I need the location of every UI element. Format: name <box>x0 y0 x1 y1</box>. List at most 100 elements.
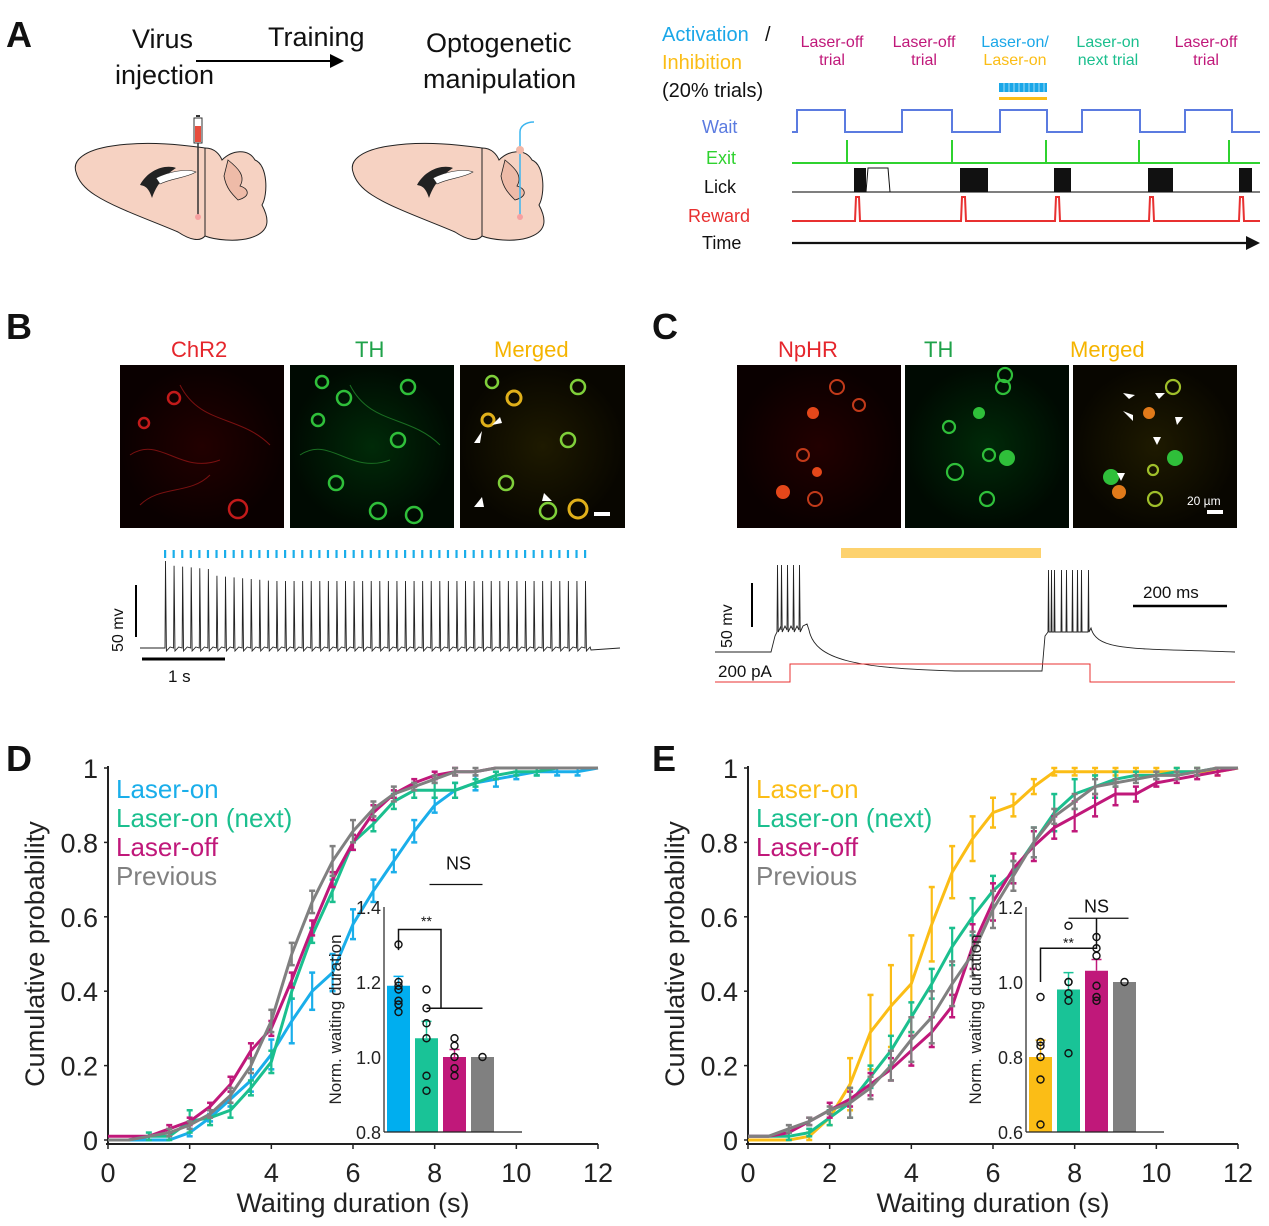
y-tick-label: 0.4 <box>60 977 98 1007</box>
legend-item: Laser-on <box>756 774 859 804</box>
light-pulse <box>404 550 407 558</box>
data-point <box>422 985 431 994</box>
scale-time-b: 1 s <box>168 667 191 686</box>
voltage-trace-b <box>140 560 621 653</box>
inset-bar <box>415 1038 438 1132</box>
error-bar <box>969 815 976 863</box>
data-point <box>478 1052 487 1062</box>
step-virus: Virus <box>132 24 194 54</box>
light-pulse <box>472 550 475 558</box>
image-title-chr2: ChR2 <box>171 337 228 362</box>
data-point <box>394 985 403 994</box>
y-tick-label: 0.2 <box>700 1052 738 1082</box>
scale-bar-c <box>1207 510 1223 514</box>
error-bar <box>908 1015 915 1064</box>
y-tick-label: 0.6 <box>700 903 738 933</box>
error-bar <box>1071 766 1078 777</box>
yellow-light-bar <box>841 548 1041 558</box>
light-pulse <box>386 550 390 558</box>
error-bar <box>806 1127 813 1138</box>
light-pulse <box>575 550 578 558</box>
data-point <box>1092 951 1101 960</box>
light-pulse <box>395 550 398 558</box>
scale-bar-label-c: 20 µm <box>1187 494 1221 508</box>
scale-time-c: 200 ms <box>1143 583 1199 602</box>
inhibition-label: Inhibition <box>662 52 743 74</box>
trial-4-label: Laser-on next trial <box>1076 34 1140 69</box>
y-tick-label: 0 <box>83 1126 98 1156</box>
inset-bar-laser-off <box>1085 932 1108 1132</box>
error-bar <box>928 885 935 963</box>
light-pulse <box>352 550 355 558</box>
image-title-th-c: TH <box>924 337 954 362</box>
significance-bracket <box>1039 918 1098 982</box>
light-pulse <box>489 550 492 558</box>
trial-timeline <box>792 83 1260 250</box>
panel-label-b: B <box>6 306 32 347</box>
micrograph-nphr <box>737 365 901 528</box>
light-pulse <box>266 550 270 558</box>
wait-trace <box>792 109 1260 133</box>
error-bar <box>452 766 459 777</box>
y-axis-label: Cumulative probability <box>660 821 690 1087</box>
trial-percentage-label: (20% trials) <box>662 80 764 102</box>
light-pulse <box>421 550 424 558</box>
significance-marker: ** <box>1063 935 1074 951</box>
error-bar <box>826 1105 833 1116</box>
error-bar <box>1092 777 1099 796</box>
error-bar <box>492 770 499 781</box>
error-bar <box>452 781 459 800</box>
data-point <box>394 981 403 990</box>
error-bar <box>1194 766 1201 777</box>
series-previous <box>108 766 598 1142</box>
micrograph-merged-b <box>460 365 625 528</box>
light-pulse <box>224 550 227 558</box>
inset-y-tick-label: 0.8 <box>998 1048 1023 1068</box>
data-point <box>422 1086 431 1095</box>
trial-3-label: Laser-on/Laser-on <box>981 34 1049 69</box>
inset-y-tick-label: 0.6 <box>998 1123 1023 1143</box>
error-bar <box>350 908 356 941</box>
light-pulse <box>481 550 484 558</box>
x-tick-label: 0 <box>100 1158 115 1188</box>
x-tick-label: 0 <box>740 1158 755 1188</box>
data-point <box>450 1041 459 1050</box>
arrowheads-c <box>1117 393 1183 481</box>
error-bar <box>969 930 976 978</box>
light-pulse <box>378 550 381 558</box>
error-bar <box>390 848 397 874</box>
data-point <box>394 1007 403 1017</box>
error-bar <box>928 989 935 1045</box>
chr2-electrophysiology <box>135 550 621 661</box>
procedure-illustration <box>74 54 545 241</box>
row-label-exit: Exit <box>706 148 737 168</box>
light-pulse <box>172 550 175 558</box>
inset-y-tick-label: 0.8 <box>356 1123 381 1143</box>
ns-label: NS <box>446 854 471 874</box>
light-pulse <box>181 550 184 558</box>
inset-bar-chart: 0.8 1.0 1.2 1.4 Norm. waiting duration ** NS <box>326 854 522 1143</box>
inset-bar-chart: 0.6 0.8 1.0 1.2 Norm. waiting duration ** NS <box>966 897 1164 1143</box>
light-pulse <box>326 550 330 558</box>
y-tick-label: 0 <box>723 1126 738 1156</box>
x-tick-label: 2 <box>182 1158 197 1188</box>
error-bar <box>847 1086 854 1119</box>
light-pulse <box>558 550 561 558</box>
inset-y-tick-label: 1.4 <box>356 898 381 918</box>
light-pulse <box>258 550 261 558</box>
brain-sagittal-fiber <box>351 121 545 241</box>
series-previous <box>748 766 1238 1138</box>
error-bar <box>309 889 316 915</box>
x-tick-label: 12 <box>583 1158 613 1188</box>
error-bar <box>309 919 316 937</box>
training-arrow <box>196 54 344 68</box>
data-point <box>1036 992 1045 1002</box>
light-pulse <box>455 550 458 558</box>
trial-1-label: Laser-off trial <box>800 34 864 69</box>
inset-y-axis-label: Norm. waiting duration <box>966 934 985 1104</box>
inset-bar <box>1085 970 1108 1132</box>
light-pulse <box>524 550 527 558</box>
x-tick-label: 2 <box>822 1158 837 1188</box>
